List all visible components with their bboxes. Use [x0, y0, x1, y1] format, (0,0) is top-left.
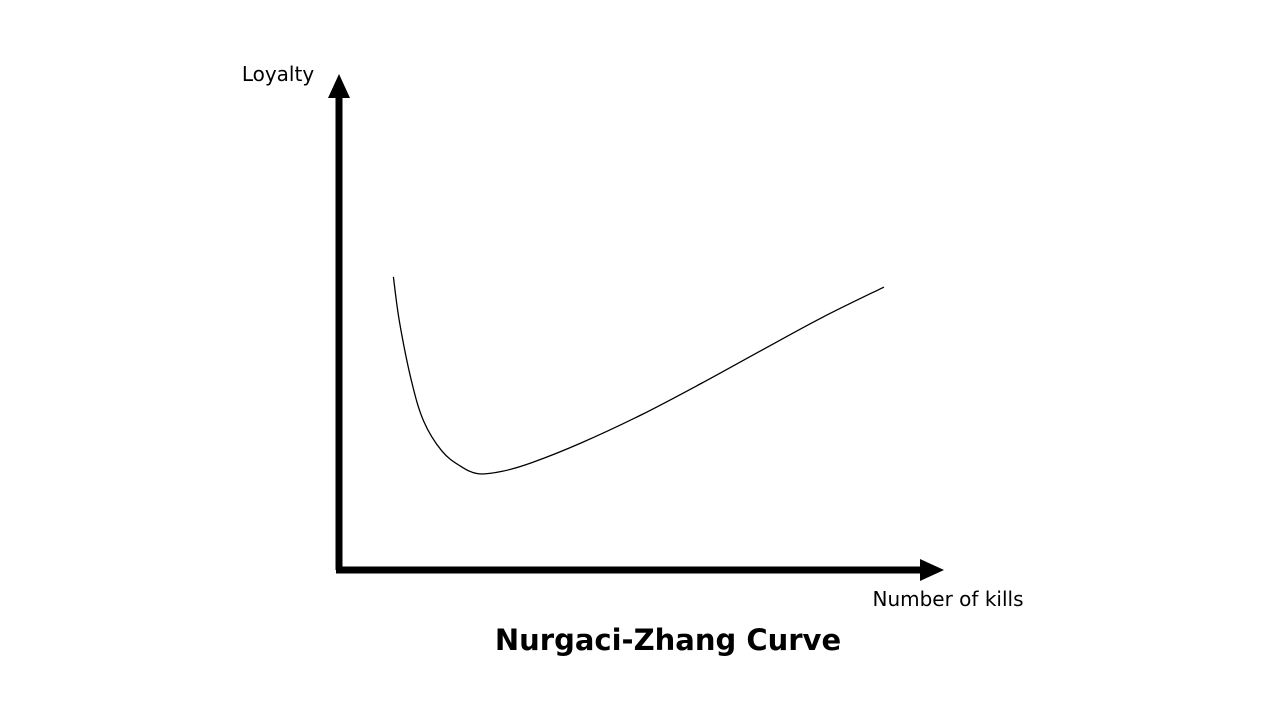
x-axis-arrowhead	[920, 559, 944, 581]
x-axis-title: Number of kills	[872, 587, 1023, 611]
y-axis-title: Loyalty	[242, 62, 315, 86]
chart-title: Nurgaci-Zhang Curve	[495, 623, 841, 657]
y-axis-arrowhead	[328, 74, 350, 98]
series-line-curve	[392, 276, 885, 475]
